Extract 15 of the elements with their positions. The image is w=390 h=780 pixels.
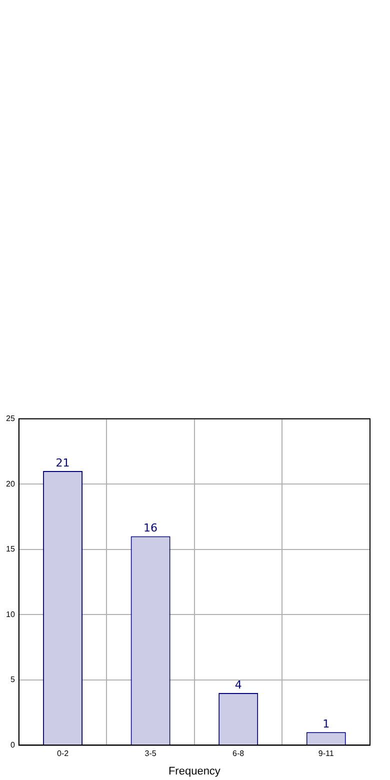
x-tick-label: 9-11 (318, 749, 334, 758)
data-label: 16 (144, 522, 158, 535)
x-tick-label: 6-8 (232, 749, 245, 758)
x-tick-label: 3-5 (144, 749, 157, 758)
y-tick-label: 25 (6, 414, 16, 424)
data-label: 4 (234, 678, 242, 692)
y-tick-label: 20 (6, 479, 16, 488)
data-label: 1 (322, 718, 330, 731)
y-tick-label: 0 (10, 740, 16, 750)
x-axis-title: Frequency (168, 765, 221, 778)
x-tick-label: 0-2 (57, 749, 70, 758)
y-tick-label: 10 (6, 610, 16, 619)
y-tick-label: 15 (6, 544, 16, 554)
data-label: 21 (56, 456, 70, 470)
y-tick-label: 5 (10, 675, 16, 684)
